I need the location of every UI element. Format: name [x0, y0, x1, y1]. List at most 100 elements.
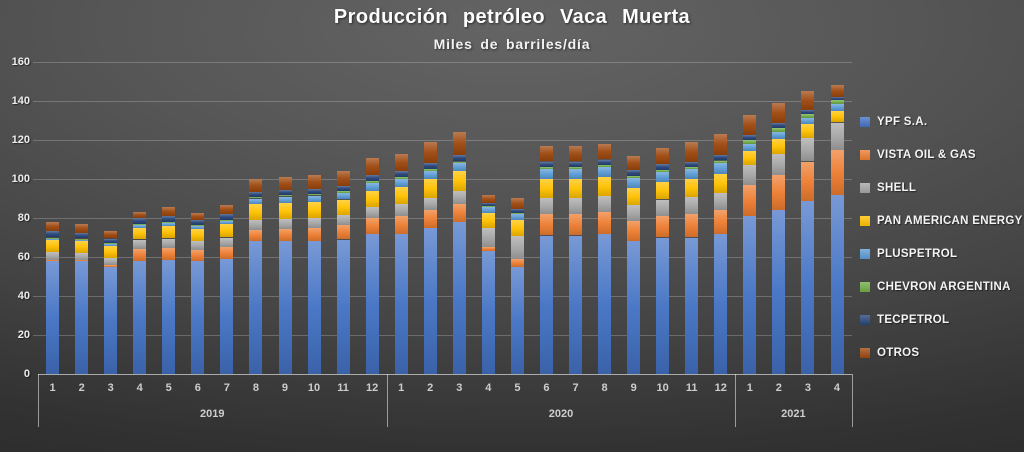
bar-28-pan-american-energy[interactable]	[830, 110, 844, 123]
bar-13-otros[interactable]	[394, 153, 408, 172]
bar-17-ypf-s-a[interactable]	[510, 266, 524, 375]
bar-9-pluspetrol[interactable]	[278, 196, 292, 204]
bar-6-chevron-argentina[interactable]	[191, 224, 205, 226]
bar-2-otros[interactable]	[75, 223, 89, 233]
bar-15-pluspetrol[interactable]	[452, 163, 466, 172]
bar-3-vista-oil-gas[interactable]	[104, 264, 118, 267]
bar-23-shell[interactable]	[685, 196, 699, 215]
bar-1-pluspetrol[interactable]	[46, 238, 59, 241]
bar-16-tecpetrol[interactable]	[481, 203, 495, 207]
bar-22-tecpetrol[interactable]	[656, 164, 670, 171]
bar-26-chevron-argentina[interactable]	[772, 128, 786, 133]
bar-20-ypf-s-a[interactable]	[598, 233, 611, 374]
bar-25-pluspetrol[interactable]	[743, 143, 757, 151]
bar-19-vista-oil-gas[interactable]	[569, 214, 582, 236]
bar-7-ypf-s-a[interactable]	[220, 258, 234, 374]
bar-10-chevron-argentina[interactable]	[307, 193, 321, 196]
bar-18-shell[interactable]	[539, 197, 553, 215]
bar-14-ypf-s-a[interactable]	[423, 227, 437, 375]
bar-14-vista-oil-gas[interactable]	[423, 210, 437, 228]
bar-19-pan-american-energy[interactable]	[569, 179, 582, 198]
bar-20-shell[interactable]	[598, 195, 611, 213]
bar-14-shell[interactable]	[423, 197, 437, 211]
bar-12-pan-american-energy[interactable]	[365, 190, 379, 208]
bar-20-vista-oil-gas[interactable]	[598, 212, 611, 234]
bar-21-pluspetrol[interactable]	[627, 178, 641, 188]
bar-25-pan-american-energy[interactable]	[743, 150, 757, 166]
bar-15-otros[interactable]	[452, 132, 466, 155]
bar-3-pan-american-energy[interactable]	[104, 246, 118, 258]
bar-3-otros[interactable]	[104, 230, 118, 239]
bar-13-pluspetrol[interactable]	[394, 179, 408, 187]
bar-18-otros[interactable]	[539, 145, 553, 162]
bar-7-vista-oil-gas[interactable]	[220, 247, 234, 259]
bar-20-pluspetrol[interactable]	[598, 167, 611, 178]
bar-11-vista-oil-gas[interactable]	[336, 224, 350, 240]
bar-17-chevron-argentina[interactable]	[510, 213, 524, 215]
bar-16-ypf-s-a[interactable]	[481, 251, 495, 374]
bar-5-pan-american-energy[interactable]	[162, 225, 176, 239]
bar-17-pan-american-energy[interactable]	[510, 220, 524, 236]
bar-26-shell[interactable]	[772, 153, 786, 176]
bar-28-otros[interactable]	[830, 85, 844, 98]
bar-28-shell[interactable]	[830, 122, 844, 150]
bar-5-tecpetrol[interactable]	[162, 216, 176, 222]
bar-3-shell[interactable]	[104, 258, 118, 265]
bar-11-pan-american-energy[interactable]	[336, 199, 350, 216]
bar-27-chevron-argentina[interactable]	[801, 113, 815, 118]
bar-14-chevron-argentina[interactable]	[423, 169, 437, 172]
bar-11-ypf-s-a[interactable]	[336, 239, 350, 374]
bar-9-vista-oil-gas[interactable]	[278, 228, 292, 242]
bar-4-ypf-s-a[interactable]	[133, 260, 147, 374]
bar-5-ypf-s-a[interactable]	[162, 259, 176, 374]
bar-21-shell[interactable]	[627, 205, 641, 221]
bar-6-ypf-s-a[interactable]	[191, 260, 205, 374]
bar-25-tecpetrol[interactable]	[743, 135, 757, 140]
bar-2-shell[interactable]	[75, 253, 89, 260]
bar-14-pluspetrol[interactable]	[423, 171, 437, 179]
bar-24-tecpetrol[interactable]	[714, 154, 728, 161]
bar-24-otros[interactable]	[714, 134, 728, 155]
bar-25-vista-oil-gas[interactable]	[743, 184, 757, 216]
bar-8-otros[interactable]	[249, 179, 263, 192]
bar-22-vista-oil-gas[interactable]	[656, 216, 670, 238]
bar-7-shell[interactable]	[220, 237, 234, 248]
bar-21-tecpetrol[interactable]	[627, 170, 641, 176]
bar-24-ypf-s-a[interactable]	[714, 233, 728, 374]
bar-11-shell[interactable]	[336, 215, 350, 225]
bar-10-pluspetrol[interactable]	[307, 195, 321, 203]
bar-12-vista-oil-gas[interactable]	[365, 218, 379, 234]
bar-27-ypf-s-a[interactable]	[801, 200, 815, 374]
bar-22-ypf-s-a[interactable]	[656, 237, 670, 374]
bar-5-pluspetrol[interactable]	[162, 222, 176, 226]
bar-18-pan-american-energy[interactable]	[539, 179, 553, 198]
bar-21-pan-american-energy[interactable]	[627, 187, 641, 206]
bar-23-pluspetrol[interactable]	[685, 169, 699, 180]
bar-16-chevron-argentina[interactable]	[481, 206, 495, 208]
bar-5-chevron-argentina[interactable]	[162, 221, 176, 223]
bar-28-chevron-argentina[interactable]	[830, 100, 844, 104]
bar-12-ypf-s-a[interactable]	[365, 233, 379, 374]
bar-1-otros[interactable]	[46, 221, 59, 231]
bar-18-chevron-argentina[interactable]	[539, 167, 553, 170]
bar-7-otros[interactable]	[220, 205, 234, 215]
bar-22-shell[interactable]	[656, 199, 670, 217]
bar-26-pluspetrol[interactable]	[772, 132, 786, 139]
bar-13-vista-oil-gas[interactable]	[394, 216, 408, 234]
bar-27-pluspetrol[interactable]	[801, 117, 815, 125]
bar-26-pan-american-energy[interactable]	[772, 139, 786, 154]
bar-1-chevron-argentina[interactable]	[46, 237, 59, 239]
bar-7-tecpetrol[interactable]	[220, 214, 234, 220]
bar-15-shell[interactable]	[452, 190, 466, 205]
bar-9-tecpetrol[interactable]	[278, 189, 292, 195]
bar-12-shell[interactable]	[365, 207, 379, 218]
bar-17-pluspetrol[interactable]	[510, 214, 524, 220]
bar-19-ypf-s-a[interactable]	[569, 235, 582, 374]
bar-20-otros[interactable]	[598, 143, 611, 160]
bar-2-tecpetrol[interactable]	[75, 232, 89, 239]
bar-9-otros[interactable]	[278, 177, 292, 190]
bar-15-chevron-argentina[interactable]	[452, 161, 466, 164]
bar-27-pan-american-energy[interactable]	[801, 124, 815, 139]
bar-10-tecpetrol[interactable]	[307, 188, 321, 194]
bar-19-tecpetrol[interactable]	[569, 161, 582, 168]
